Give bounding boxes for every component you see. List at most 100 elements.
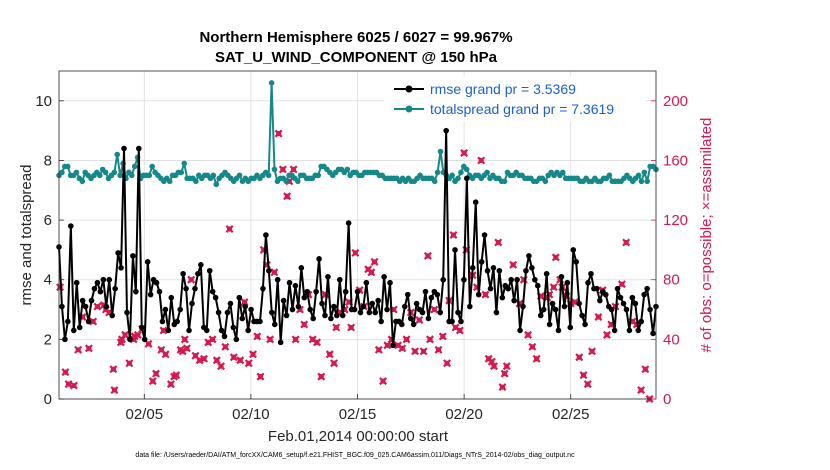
rmse-point <box>455 309 461 316</box>
rmse-point <box>351 306 358 313</box>
rmse-point <box>239 315 246 322</box>
rmse-point <box>413 300 420 307</box>
obs-point-dot <box>65 381 72 387</box>
x-tick-label: 02/05 <box>126 406 164 423</box>
rmse-point <box>570 247 577 253</box>
obs-point-dot <box>122 332 128 338</box>
totalspread-point <box>283 178 289 185</box>
rmse-point <box>399 321 405 328</box>
totalspread-point <box>644 178 651 185</box>
rmse-point <box>644 285 650 292</box>
obs-point-dot <box>246 360 252 366</box>
y-tick-label: 10 <box>35 93 52 110</box>
totalspread-point <box>501 178 508 185</box>
rmse-point <box>271 321 278 328</box>
obs-point-dot <box>420 348 427 354</box>
obs-point-dot <box>444 360 450 366</box>
rmse-point <box>410 321 417 328</box>
rmse-point <box>334 312 340 319</box>
rmse-series <box>56 127 659 349</box>
y-tick-label: 0 <box>44 391 52 408</box>
obs-point-dot <box>461 150 467 156</box>
obs-point-dot <box>435 347 442 353</box>
rmse-point <box>461 276 467 283</box>
totalspread-point <box>437 148 444 155</box>
rmse-point <box>206 267 213 274</box>
totalspread-point <box>315 172 321 179</box>
obs-point-dot <box>491 363 497 369</box>
rmse-point <box>561 303 568 310</box>
rmse-point <box>549 300 556 307</box>
rmse-point <box>283 312 290 319</box>
rmse-point <box>363 279 370 286</box>
rmse-point <box>133 288 139 295</box>
totalspread-point <box>641 169 648 176</box>
rmse-point <box>629 294 636 301</box>
obs-point-dot <box>62 369 68 375</box>
rmse-point <box>192 285 198 292</box>
rmse-point <box>221 333 228 340</box>
obs-point-dot <box>416 317 422 323</box>
titles: Northern Hemisphere 6025 / 6027 = 99.967… <box>199 29 512 66</box>
obs-point-dot <box>608 321 614 328</box>
rmse-point <box>517 327 523 334</box>
totalspread-point <box>131 163 138 170</box>
obs-point-dot <box>110 366 116 372</box>
rmse-point <box>354 288 361 295</box>
obs-point-dot <box>209 336 216 342</box>
obs-point-dot <box>585 381 591 387</box>
obs-point-dot <box>346 299 352 305</box>
obs-point-dot <box>276 131 282 137</box>
rmse-point <box>76 324 83 331</box>
rmse-point <box>520 303 526 310</box>
totalspread-point <box>271 166 278 173</box>
rmse-point <box>437 309 444 316</box>
rmse-point <box>118 265 124 271</box>
rmse-point <box>59 303 65 310</box>
obs-point-dot <box>126 360 132 366</box>
totalspread-point <box>236 172 243 179</box>
rmse-point <box>372 309 379 316</box>
obs-point-dot <box>580 372 587 378</box>
totalspread-point <box>193 178 199 185</box>
rmse-point <box>242 303 248 310</box>
rmse-point <box>342 288 349 295</box>
rmse-point <box>499 294 506 301</box>
rmse-point <box>579 312 585 319</box>
rmse-point <box>127 336 133 343</box>
totalspread-point <box>73 169 80 176</box>
data-file-footer: data file: /Users/raeder/DAI/ATM_forcXX/… <box>135 452 575 459</box>
rmse-point <box>449 318 455 325</box>
obs-point-dot <box>595 314 602 320</box>
totalspread-point <box>64 163 71 170</box>
y-right-tick-label: 160 <box>663 152 688 169</box>
obs-point-dot <box>623 239 629 246</box>
rmse-point <box>534 282 541 289</box>
rmse-point <box>620 300 627 307</box>
obs-point-dot <box>94 303 100 310</box>
obs-point-dot <box>510 262 516 268</box>
rmse-point <box>390 342 396 349</box>
rmse-point <box>286 279 293 286</box>
rmse-point <box>496 267 503 274</box>
obs-point-dot <box>214 357 220 363</box>
rmse-point <box>375 297 381 304</box>
y-tick-label: 2 <box>44 331 52 348</box>
legend-rmse-label: rmse grand pr = 3.5369 <box>430 81 576 97</box>
obs-point-dot <box>384 342 390 348</box>
rmse-point <box>564 279 571 286</box>
rmse-point <box>62 336 68 343</box>
rmse-point <box>425 315 432 322</box>
rmse-point <box>82 303 89 310</box>
rmse-point <box>280 297 287 304</box>
obs-point-dot <box>145 341 152 347</box>
rmse-point <box>248 306 254 313</box>
obs-point-dot <box>525 332 531 338</box>
rmse-point <box>467 303 473 310</box>
obs-point-dot <box>201 356 207 362</box>
rmse-point <box>452 247 458 253</box>
x-tick-label: 02/10 <box>232 406 270 423</box>
rmse-point <box>478 259 485 265</box>
rmse-point <box>274 276 281 283</box>
rmse-point <box>112 285 118 292</box>
